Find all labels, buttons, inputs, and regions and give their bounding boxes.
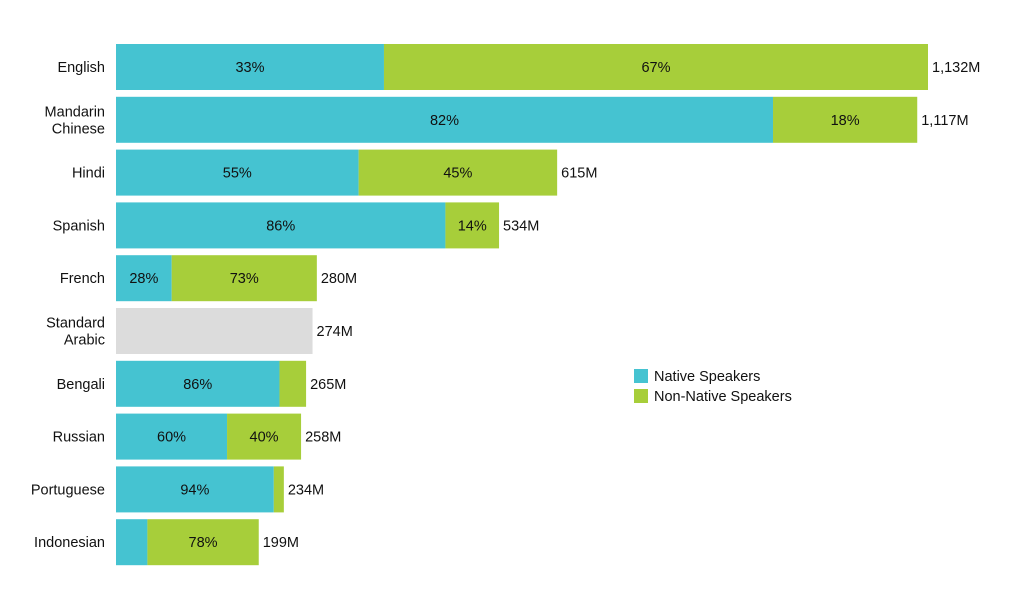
data-label-non-native: 40%	[250, 430, 279, 446]
bar-native	[116, 360, 280, 407]
category-label: Chinese	[52, 121, 105, 137]
bar-native	[116, 466, 274, 513]
data-label-native: 82%	[430, 113, 459, 129]
legend-label: Non-Native Speakers	[654, 389, 792, 405]
bar-group: Russian 60% 40% 258M	[53, 413, 341, 460]
data-label-native: 55%	[223, 166, 252, 182]
bar-native	[116, 96, 774, 143]
total-label: 280M	[321, 271, 357, 287]
data-label-non-native: 45%	[443, 166, 472, 182]
category-label: Mandarin	[45, 104, 105, 120]
data-label-non-native: 73%	[230, 271, 259, 287]
category-label: Standard	[46, 316, 105, 332]
total-label: 199M	[263, 535, 299, 551]
bar-native	[116, 519, 148, 566]
data-label-native: 60%	[157, 430, 186, 446]
bar-non-native	[227, 413, 302, 460]
total-label: 534M	[503, 218, 539, 234]
bar-non-native	[773, 96, 918, 143]
category-label: Indonesian	[34, 535, 105, 551]
legend-label: Native Speakers	[654, 369, 760, 385]
category-label: Russian	[53, 430, 105, 446]
data-label-native: 86%	[183, 377, 212, 393]
bar-group: English 33% 67% 1,132M	[57, 44, 980, 90]
data-label-non-native: 67%	[641, 60, 670, 76]
bar-non-native	[279, 360, 307, 407]
bar-non-native	[358, 149, 558, 196]
category-label: Portuguese	[31, 482, 105, 498]
bar-non-native	[383, 44, 929, 90]
bar-total-unsplit	[116, 308, 313, 354]
bar-group: Bengali 86% 265M	[57, 360, 346, 407]
category-label: French	[60, 271, 105, 287]
total-label: 615M	[561, 166, 597, 182]
bar-group: Indonesian 78% 199M	[34, 519, 299, 566]
bar-non-native	[273, 466, 284, 513]
category-label: Spanish	[53, 218, 105, 234]
total-label: 274M	[317, 324, 353, 340]
bar-group: Portuguese 94% 234M	[31, 466, 324, 513]
category-label: English	[57, 60, 105, 76]
data-label-native: 86%	[266, 218, 295, 234]
bar-native	[116, 149, 359, 196]
total-label: 265M	[310, 377, 346, 393]
legend-swatch	[634, 369, 648, 383]
bar-group: French 28% 73% 280M	[60, 255, 357, 302]
category-label: Hindi	[72, 166, 105, 182]
category-label: Arabic	[64, 333, 105, 349]
data-label-non-native: 78%	[189, 535, 218, 551]
category-label: Bengali	[57, 377, 105, 393]
bar-group: Spanish 86% 14% 534M	[53, 202, 539, 249]
total-label: 1,117M	[921, 113, 968, 129]
total-label: 258M	[305, 430, 341, 446]
bar-native	[116, 44, 384, 90]
total-label: 1,132M	[932, 60, 980, 76]
data-label-native: 94%	[180, 482, 209, 498]
bar-native	[116, 413, 228, 460]
data-label-non-native: 14%	[458, 218, 487, 234]
legend: Native Speakers Non-Native Speakers	[634, 369, 792, 405]
bar-native	[116, 202, 446, 249]
data-label-native: 28%	[129, 271, 158, 287]
bar-non-native	[445, 202, 500, 249]
bar-non-native	[171, 255, 317, 302]
bar-non-native	[147, 519, 259, 566]
legend-swatch	[634, 389, 648, 403]
bar-group: Hindi 55% 45% 615M	[72, 149, 597, 196]
data-label-native: 33%	[235, 60, 264, 76]
data-label-non-native: 18%	[831, 113, 860, 129]
bar-native	[116, 255, 172, 302]
total-label: 234M	[288, 482, 324, 498]
